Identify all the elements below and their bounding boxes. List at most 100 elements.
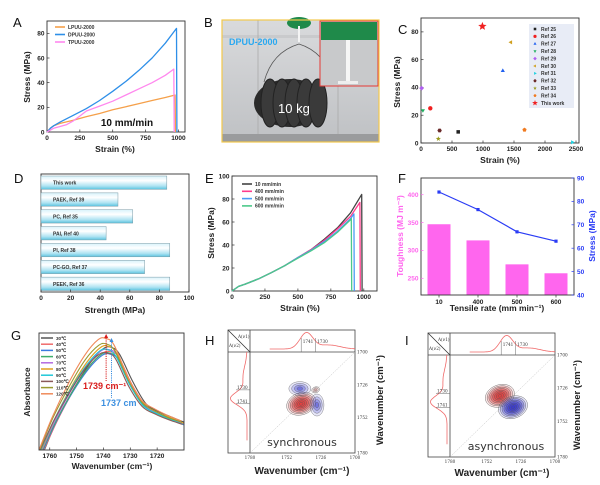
positive-peak (286, 392, 316, 416)
panel-label-b: B (204, 15, 213, 30)
x-tick-label: 400 (473, 299, 484, 306)
y-tick-label: 70 (577, 222, 585, 229)
y-tick-label: 1780 (557, 455, 568, 460)
left-peak-label: 1730 (437, 388, 448, 393)
toughness-bar-400 (466, 240, 490, 295)
y-tick-label: 1752 (357, 415, 368, 420)
bar-label: PAEK, Ref 39 (53, 198, 85, 204)
arrow-up-icon (109, 338, 114, 342)
stress-point (476, 207, 480, 212)
legend-label: 110℃ (56, 384, 69, 390)
legend-label: 70℃ (56, 360, 67, 366)
legend-label: Ref 32 (541, 79, 556, 85)
y-tick-label: 60 (411, 57, 419, 64)
marker-triangle-right (571, 140, 575, 145)
legend-label: 120℃ (56, 391, 70, 397)
legend-label: Ref 33 (541, 86, 556, 92)
x-tick-label: 1726 (316, 455, 327, 460)
y-tick-label: 1700 (357, 350, 368, 355)
x-tick-label: 1752 (281, 455, 292, 460)
photo-weight-test: DPUU-2000 10 kg (221, 17, 380, 143)
data-point-ref-27 (500, 68, 505, 72)
top-peak-label: 1730 (517, 342, 528, 347)
x-tick-label: 1000 (357, 294, 372, 301)
photo-rail (222, 35, 379, 38)
y-tick-label: 1726 (557, 386, 568, 391)
a-xlabel: Strain (%) (95, 144, 135, 154)
contour-level (313, 399, 321, 411)
positive-peak (311, 386, 320, 394)
marker-pentagon (533, 94, 537, 97)
legend-label: 600 mm/min (255, 204, 284, 210)
x-tick-label: 500 (447, 146, 458, 153)
f-ylabel-right: Stress (MPa) (587, 210, 597, 262)
x-tick-label: 80 (156, 295, 164, 302)
marker-circle (428, 106, 433, 111)
legend-label: Ref 25 (541, 27, 556, 33)
x-tick-label: 1000 (171, 135, 186, 142)
panel-label-h: H (205, 333, 214, 348)
legend-label: Ref 31 (541, 71, 556, 77)
corner-label: A(ν1) (237, 334, 250, 339)
plot-frame (38, 332, 185, 451)
x-tick-label: 1730 (123, 453, 138, 460)
top-peak-label: 1741 (303, 339, 314, 344)
photo-border (221, 19, 380, 143)
legend-label: 10 mm/min (255, 182, 281, 188)
x-tick-label: 1750 (69, 453, 84, 460)
y-tick-label: 20 (37, 105, 45, 112)
x-tick-label: 1780 (245, 455, 256, 460)
panel-label-e: E (205, 171, 214, 186)
legend-label: Ref 27 (541, 42, 556, 48)
x-tick-label: 60 (126, 295, 134, 302)
contour-level (294, 384, 306, 393)
left-peak-label: 1730 (237, 385, 248, 390)
h-ylabel: Wavenumber (cm⁻¹) (375, 355, 386, 445)
legend-label: LPUU-2000 (68, 25, 95, 31)
contour-level (510, 405, 516, 409)
y-tick-label: 60 (222, 219, 230, 226)
x-tick-label: 100 (184, 295, 195, 302)
toughness-bar-500 (505, 264, 529, 295)
marker-star (435, 136, 441, 141)
legend-label: DPUU-2000 (68, 32, 95, 38)
contour-level (312, 387, 319, 393)
outer-frame (227, 329, 356, 454)
corner-diagonal (427, 332, 451, 356)
bar-label: PEEK, Ref 36 (53, 282, 85, 288)
e-ylabel: Stress (MPa) (206, 207, 216, 259)
top-peak-label: 1730 (317, 339, 328, 344)
legend-label: Ref 26 (541, 34, 556, 40)
arrow-up-icon (104, 334, 109, 338)
toughness-bar-10 (427, 224, 451, 295)
data-point-ref-29 (419, 85, 424, 91)
contour-level (497, 394, 502, 398)
x-tick-label: 1700 (550, 459, 561, 464)
a-annotation: 10 mm/min (101, 118, 153, 129)
panel-label-d: D (14, 171, 23, 186)
legend-label: 40℃ (56, 341, 67, 347)
x-tick-label: 750 (140, 135, 151, 142)
legend-label: This work (541, 101, 565, 107)
x-tick-label: 20 (67, 295, 75, 302)
y-tick-label: 1700 (557, 353, 568, 358)
chart-d-strength-bars: This work PAEK, Ref 39 PC, Ref 35 PAI, Ref … (39, 173, 195, 302)
data-point-ref-26 (428, 106, 433, 111)
legend-label: 80℃ (56, 366, 67, 372)
y-tick-label: 60 (577, 246, 585, 253)
y-tick-label: 0 (41, 129, 45, 136)
x-tick-label: 1760 (43, 453, 58, 460)
top-peak-label: 1741 (503, 342, 514, 347)
contour-level (291, 383, 309, 395)
marker-big-star (478, 21, 487, 30)
inset-sample-strip (346, 40, 350, 82)
x-tick-label: 250 (74, 135, 85, 142)
x-tick-label: 40 (97, 295, 105, 302)
x-tick-label: 0 (39, 295, 43, 302)
x-tick-label: 1780 (445, 459, 456, 464)
negative-peak (309, 393, 325, 417)
plot-frame (420, 17, 580, 144)
